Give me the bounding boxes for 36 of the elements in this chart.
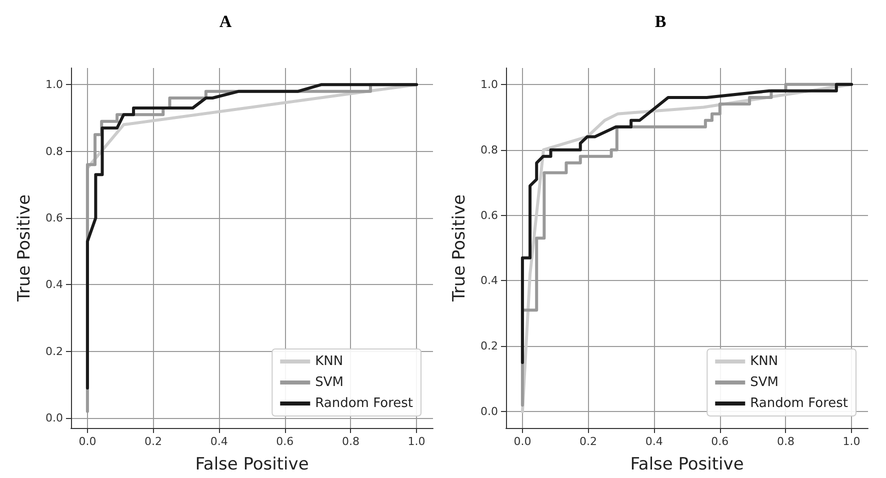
y-tick-label: 0.0 [480,405,498,418]
x-tick-label: 0.8 [342,435,360,448]
y-tick-label: 0.4 [480,274,498,288]
legend-label: SVM [750,375,779,390]
y-tick-label: 0.8 [46,144,63,158]
y-tick-label: 1.0 [46,78,63,92]
y-tick-label: 0.2 [46,344,63,358]
legend-label: KNN [315,354,344,369]
y-tick-label: 0.8 [480,143,498,156]
chart-title: A [219,12,232,31]
x-tick-label: 0.2 [580,435,598,448]
y-tick-label: 0.6 [480,208,498,222]
x-tick-label: 0.4 [210,435,228,448]
x-tick-label: 1.0 [842,435,860,448]
y-tick-label: 0.2 [480,340,498,353]
legend-label: SVM [315,375,344,390]
x-tick-label: 0.2 [144,435,162,448]
y-tick-label: 0.4 [46,278,63,292]
x-axis-title: False Positive [195,454,309,474]
legend-label: Random Forest [315,396,414,411]
x-tick-label: 0.0 [514,435,532,448]
y-tick-label: 1.0 [480,78,498,91]
x-tick-label: 0.6 [711,435,729,448]
legend-label: Random Forest [750,396,848,411]
y-tick-label: 0.0 [46,412,63,424]
x-tick-label: 0.8 [776,435,794,448]
chart-title: B [654,12,666,31]
y-axis-title: True Positive [14,194,34,303]
y-axis-title: True Positive [450,194,470,303]
x-axis-title: False Positive [630,454,744,474]
legend-label: KNN [750,354,778,369]
x-tick-label: 0.0 [78,435,96,448]
x-tick-label: 0.6 [276,435,294,448]
x-tick-label: 0.4 [645,435,663,448]
x-tick-label: 1.0 [408,435,426,448]
y-tick-label: 0.6 [46,212,63,224]
